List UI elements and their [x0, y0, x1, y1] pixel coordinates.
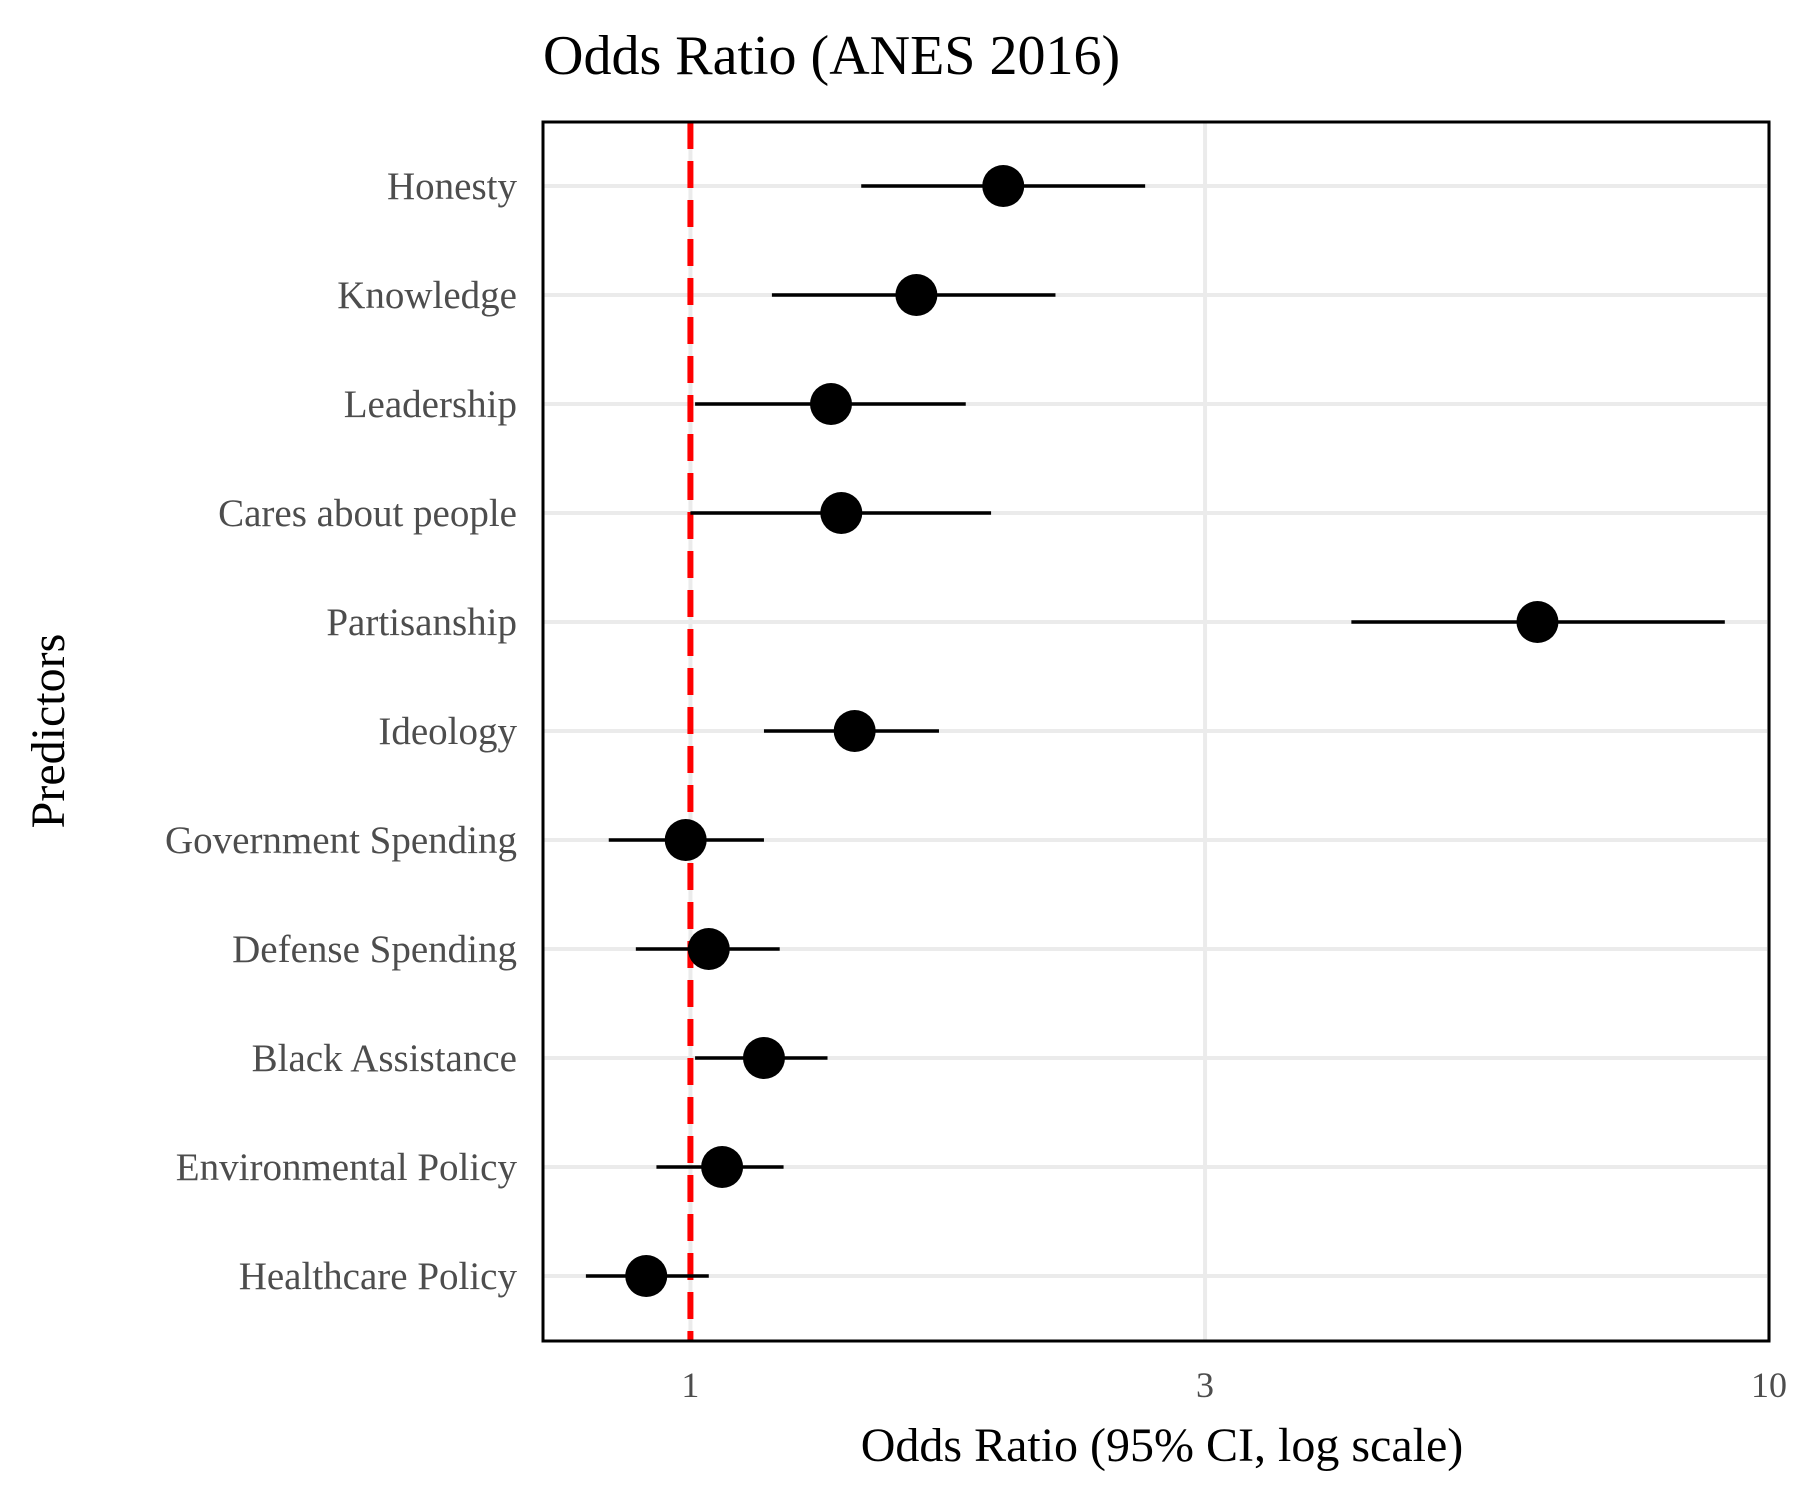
- y-axis-title: Predictors: [22, 634, 75, 829]
- predictor-label: Cares about people: [218, 492, 517, 535]
- x-tick-labels: 1 3 10: [681, 1365, 1787, 1405]
- chart-title: Odds Ratio (ANES 2016): [543, 25, 1120, 87]
- predictor-label: Healthcare Policy: [239, 1255, 518, 1298]
- predictor-label: Defense Spending: [232, 928, 517, 971]
- estimate-point: [687, 928, 730, 970]
- predictor-label: Environmental Policy: [176, 1146, 518, 1189]
- x-tick-label: 3: [1196, 1365, 1214, 1405]
- predictor-label: Black Assistance: [252, 1037, 517, 1080]
- estimate-point: [833, 710, 876, 752]
- estimate-point: [664, 819, 707, 861]
- estimate-point: [820, 492, 863, 534]
- predictor-label: Partisanship: [326, 601, 517, 644]
- estimate-point: [701, 1146, 744, 1188]
- predictor-label: Honesty: [387, 165, 517, 208]
- estimate-point: [742, 1037, 785, 1079]
- estimate-point: [895, 274, 938, 316]
- predictor-label: Knowledge: [337, 274, 517, 317]
- x-axis-title: Odds Ratio (95% CI, log scale): [861, 1419, 1464, 1472]
- y-tick-labels: Honesty Knowledge Leadership Cares about pe…: [165, 165, 518, 1298]
- predictor-label: Ideology: [378, 710, 517, 753]
- panel-border: [541, 120, 1771, 1343]
- estimate-point: [809, 383, 852, 425]
- estimate-point: [625, 1255, 668, 1297]
- point-layer: [625, 165, 1559, 1297]
- estimate-point: [982, 165, 1025, 207]
- x-tick-label: 1: [681, 1365, 699, 1405]
- predictor-label: Government Spending: [165, 819, 517, 862]
- predictor-label: Leadership: [344, 383, 517, 426]
- estimate-point: [1516, 601, 1559, 643]
- x-tick-label: 10: [1751, 1365, 1787, 1405]
